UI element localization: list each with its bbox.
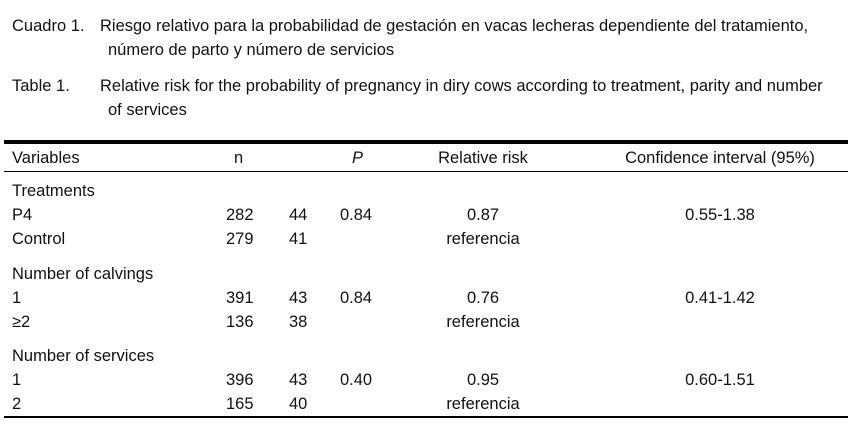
cell-value: 44 xyxy=(289,206,308,224)
cell-variable: Control xyxy=(12,230,66,248)
header-variables: Variables xyxy=(12,149,80,167)
group-title: Number of services xyxy=(12,347,155,365)
table-bottom-rule xyxy=(4,416,848,418)
caption-text-line2: número de parto y número de servicios xyxy=(108,41,395,59)
cell-p: 0.84 xyxy=(340,289,373,307)
cell-confidence-interval: 0.60-1.51 xyxy=(685,371,755,389)
cell-value: 41 xyxy=(289,230,308,248)
table-header-rule xyxy=(4,171,848,172)
cell-n: 136 xyxy=(226,313,254,331)
cell-confidence-interval: 0.55-1.38 xyxy=(685,206,755,224)
cell-relative-risk: 0.95 xyxy=(466,371,500,389)
table-top-rule xyxy=(4,140,848,144)
cell-relative-risk: referencia xyxy=(446,313,520,331)
cell-value: 43 xyxy=(289,289,308,307)
cell-n: 165 xyxy=(226,395,254,413)
caption-text-line2: of services xyxy=(108,101,187,119)
cell-value: 40 xyxy=(289,395,308,413)
cell-variable: 1 xyxy=(12,371,22,389)
cell-n: 396 xyxy=(226,371,254,389)
group-title: Number of calvings xyxy=(12,265,154,283)
cell-relative-risk: 0.87 xyxy=(466,206,500,224)
caption-spanish: Cuadro 1. Riesgo relativo para la probab… xyxy=(12,14,808,62)
cell-p: 0.84 xyxy=(340,206,373,224)
cell-variable: 2 xyxy=(12,395,22,413)
header-relative-risk: Relative risk xyxy=(438,149,528,167)
caption-english: Table 1. Relative risk for the probabili… xyxy=(12,74,823,122)
cell-value: 38 xyxy=(289,313,308,331)
cell-variable: P4 xyxy=(12,206,33,224)
cell-relative-risk: referencia xyxy=(446,395,520,413)
caption-text-line1: Riesgo relativo para la probabilidad de … xyxy=(100,17,809,35)
cell-n: 282 xyxy=(226,206,254,224)
cell-n: 279 xyxy=(226,230,254,248)
cell-p: 0.40 xyxy=(340,371,373,389)
group-title: Treatments xyxy=(12,182,95,200)
caption-text-line1: Relative risk for the probability of pre… xyxy=(100,77,823,95)
header-n: n xyxy=(234,149,244,167)
cell-variable: ≥2 xyxy=(12,313,31,331)
cell-relative-risk: 0.76 xyxy=(466,289,500,307)
cell-confidence-interval: 0.41-1.42 xyxy=(685,289,755,307)
cell-variable: 1 xyxy=(12,289,22,307)
cell-relative-risk: referencia xyxy=(446,230,520,248)
header-confidence-interval: Confidence interval (95%) xyxy=(625,149,815,167)
header-p: P xyxy=(352,149,364,167)
cell-n: 391 xyxy=(226,289,254,307)
caption-label: Table 1. xyxy=(12,77,70,95)
cell-value: 43 xyxy=(289,371,308,389)
caption-label: Cuadro 1. xyxy=(12,17,85,35)
